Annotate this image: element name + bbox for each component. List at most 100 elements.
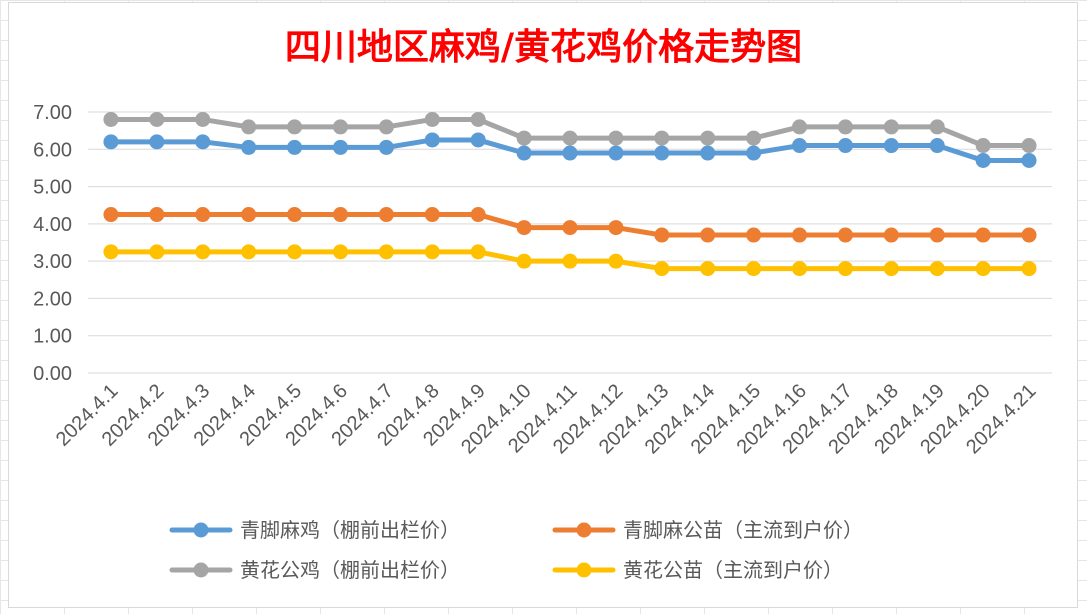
legend-item: 青脚麻公苗（主流到户价） — [552, 518, 863, 542]
data-point — [562, 253, 578, 269]
data-point — [837, 119, 853, 135]
legend-marker — [576, 522, 592, 538]
data-point — [792, 138, 808, 154]
data-point — [562, 130, 578, 146]
data-point — [746, 130, 762, 146]
data-point — [792, 227, 808, 243]
data-point — [287, 244, 303, 260]
legend-marker — [193, 562, 209, 578]
data-point — [149, 244, 165, 260]
data-point — [470, 132, 486, 148]
data-point — [654, 145, 670, 161]
data-point — [975, 261, 991, 277]
data-point — [149, 207, 165, 223]
data-point — [883, 227, 899, 243]
data-point — [516, 145, 532, 161]
data-point — [608, 145, 624, 161]
data-point — [975, 152, 991, 168]
data-point — [883, 261, 899, 277]
legend-item: 黄花公鸡（棚前出栏价） — [169, 558, 460, 582]
data-point — [287, 119, 303, 135]
data-point — [929, 138, 945, 154]
data-point — [332, 139, 348, 155]
data-point — [929, 227, 945, 243]
y-tick-label: 6.00 — [33, 139, 72, 161]
data-point — [103, 134, 119, 150]
y-tick-label: 1.00 — [33, 326, 72, 348]
y-tick-label: 5.00 — [33, 177, 72, 199]
series-lines — [103, 111, 1037, 277]
data-point — [975, 138, 991, 154]
data-point — [608, 220, 624, 236]
data-point — [837, 138, 853, 154]
data-point — [837, 261, 853, 277]
data-point — [608, 253, 624, 269]
data-point — [424, 132, 440, 148]
legend-label: 黄花公鸡（棚前出栏价） — [240, 558, 460, 582]
y-axis-ticks: 0.00 1.00 2.00 3.00 4.00 5.00 6.00 7.00 — [33, 102, 72, 385]
data-point — [654, 227, 670, 243]
chart-area[interactable] — [8, 2, 1078, 608]
data-point — [700, 145, 716, 161]
data-point — [378, 244, 394, 260]
data-point — [883, 138, 899, 154]
data-point — [378, 119, 394, 135]
data-point — [700, 261, 716, 277]
data-point — [837, 227, 853, 243]
data-point — [287, 207, 303, 223]
data-point — [792, 261, 808, 277]
data-point — [792, 119, 808, 135]
data-point — [287, 139, 303, 155]
legend: 青脚麻鸡（棚前出栏价） 青脚麻公苗（主流到户价） 黄花公鸡（棚前出栏价） 黄花公苗（主… — [169, 518, 863, 582]
legend-item: 黄花公苗（主流到户价） — [552, 558, 843, 582]
data-point — [654, 130, 670, 146]
data-point — [241, 207, 257, 223]
data-point — [516, 220, 532, 236]
data-point — [424, 207, 440, 223]
data-point — [516, 253, 532, 269]
y-tick-label: 7.00 — [33, 102, 72, 124]
series-2 — [103, 207, 1037, 243]
data-point — [149, 134, 165, 150]
data-point — [195, 244, 211, 260]
y-tick-label: 4.00 — [33, 214, 72, 236]
data-point — [1021, 227, 1037, 243]
data-point — [608, 130, 624, 146]
data-point — [516, 130, 532, 146]
legend-marker — [193, 522, 209, 538]
data-point — [700, 130, 716, 146]
data-point — [562, 145, 578, 161]
data-point — [195, 134, 211, 150]
data-point — [103, 111, 119, 127]
data-point — [195, 111, 211, 127]
series-4 — [103, 244, 1037, 277]
data-point — [241, 139, 257, 155]
legend-label: 青脚麻鸡（棚前出栏价） — [240, 518, 460, 542]
data-point — [332, 244, 348, 260]
data-point — [378, 139, 394, 155]
data-point — [149, 111, 165, 127]
legend-label: 黄花公苗（主流到户价） — [623, 558, 843, 582]
legend-marker — [576, 562, 592, 578]
x-axis-ticks: 2024.4.12024.4.22024.4.32024.4.42024.4.5… — [52, 380, 1041, 458]
data-point — [746, 145, 762, 161]
data-point — [1021, 138, 1037, 154]
data-point — [929, 119, 945, 135]
data-point — [424, 111, 440, 127]
data-point — [975, 227, 991, 243]
data-point — [103, 207, 119, 223]
data-point — [929, 261, 945, 277]
series-3 — [103, 111, 1037, 154]
data-point — [470, 111, 486, 127]
data-point — [332, 207, 348, 223]
data-point — [241, 119, 257, 135]
data-point — [195, 207, 211, 223]
data-point — [746, 261, 762, 277]
series-1 — [103, 132, 1037, 168]
data-point — [1021, 152, 1037, 168]
data-point — [470, 244, 486, 260]
legend-label: 青脚麻公苗（主流到户价） — [623, 518, 863, 542]
data-point — [562, 220, 578, 236]
data-point — [1021, 261, 1037, 277]
